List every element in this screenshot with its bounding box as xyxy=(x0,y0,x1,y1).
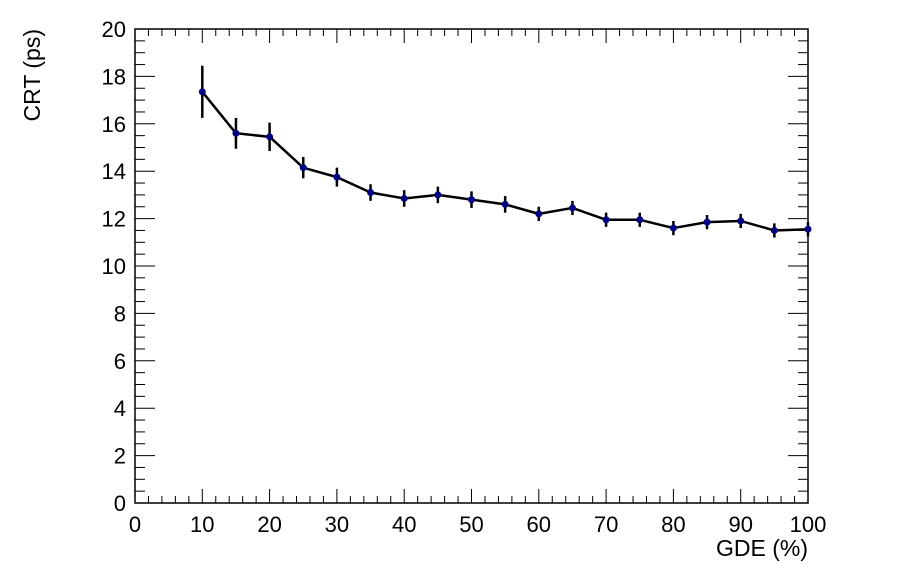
data-point xyxy=(266,133,274,141)
data-point xyxy=(501,200,509,208)
data-point xyxy=(535,210,543,218)
data-point xyxy=(636,216,644,224)
data-point xyxy=(333,173,341,181)
y-tick-label: 10 xyxy=(102,254,126,279)
data-point xyxy=(770,226,778,234)
data-point xyxy=(568,204,576,212)
y-tick-label: 0 xyxy=(114,491,126,516)
data-point xyxy=(400,194,408,202)
y-tick-label: 2 xyxy=(114,444,126,469)
x-tick-label: 50 xyxy=(459,512,483,537)
y-tick-label: 4 xyxy=(114,396,126,421)
data-point xyxy=(434,191,442,199)
y-tick-label: 18 xyxy=(102,64,126,89)
data-point xyxy=(602,216,610,224)
data-point xyxy=(468,196,475,204)
y-tick-label: 20 xyxy=(102,17,126,42)
data-point xyxy=(299,164,307,172)
data-point xyxy=(367,189,375,197)
y-tick-label: 14 xyxy=(102,159,126,184)
x-tick-label: 60 xyxy=(527,512,551,537)
plot-frame xyxy=(134,28,809,504)
y-axis-title: CRT (ps) xyxy=(19,29,45,121)
x-tick-label: 80 xyxy=(661,512,685,537)
data-point xyxy=(232,129,240,137)
series-group xyxy=(198,65,812,238)
x-tick-label: 10 xyxy=(190,512,214,537)
x-tick-label: 20 xyxy=(257,512,281,537)
data-point xyxy=(737,217,745,225)
x-tick-label: 40 xyxy=(392,512,416,537)
axis-ticks xyxy=(134,28,809,504)
y-tick-label: 6 xyxy=(114,349,126,374)
data-point xyxy=(703,218,711,226)
x-tick-label: 0 xyxy=(129,512,141,537)
data-point xyxy=(669,224,677,232)
data-point xyxy=(804,225,812,233)
tick-labels: 0 10 20 30 40 50 60 70 80 90 100 0 2 4 6 8 10 12 14 16 18 20 xyxy=(102,17,827,537)
x-tick-label: 90 xyxy=(728,512,752,537)
y-tick-label: 12 xyxy=(102,207,126,232)
x-tick-label: 30 xyxy=(325,512,349,537)
y-tick-label: 8 xyxy=(114,301,126,326)
x-axis-title: GDE (%) xyxy=(716,535,808,561)
y-tick-label: 16 xyxy=(102,112,126,137)
data-point xyxy=(198,88,206,96)
x-tick-label: 100 xyxy=(790,512,827,537)
x-tick-label: 70 xyxy=(594,512,618,537)
